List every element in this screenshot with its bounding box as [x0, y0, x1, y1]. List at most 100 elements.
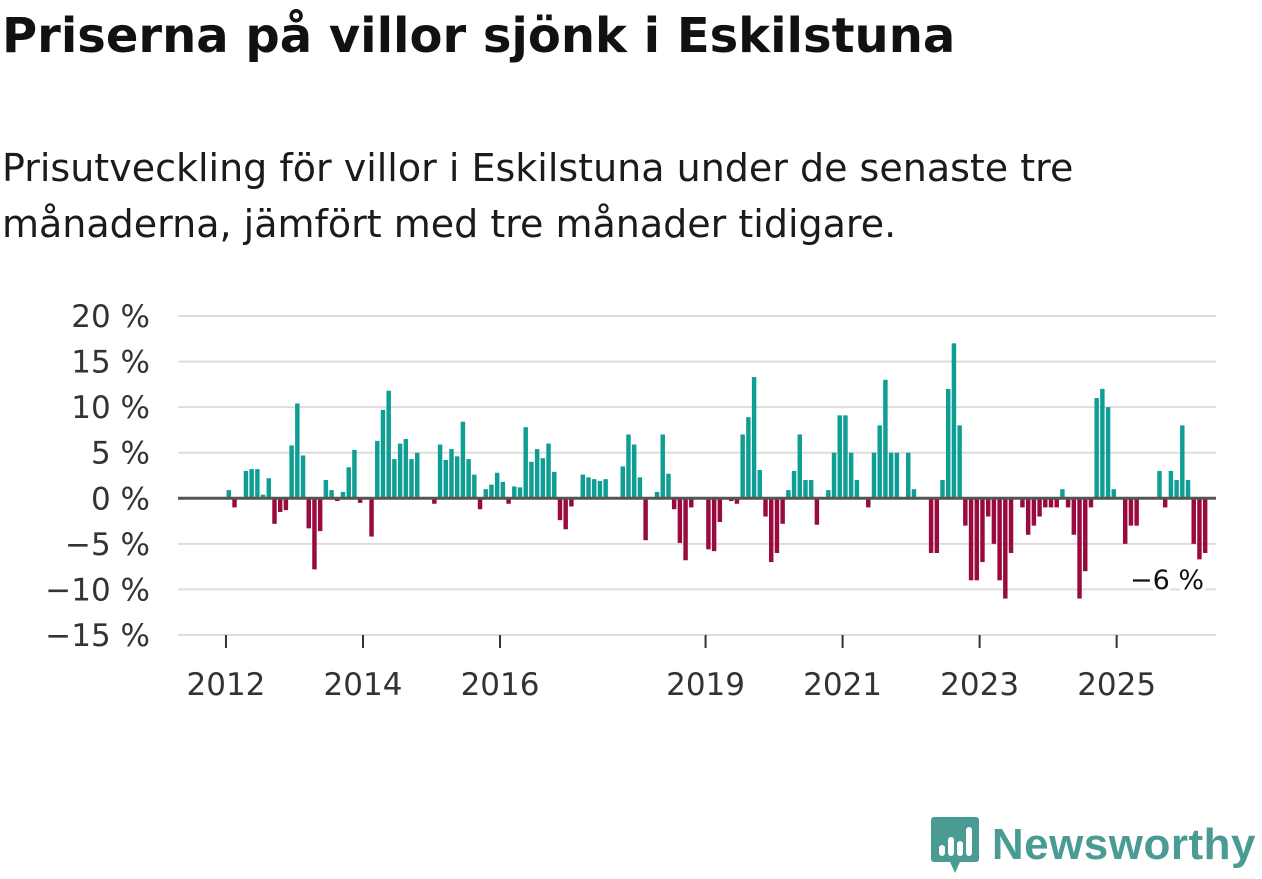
bar: [769, 498, 774, 563]
bar: [1191, 498, 1196, 544]
bar: [1174, 480, 1179, 499]
bar: [945, 388, 951, 499]
bar: [295, 403, 300, 499]
bar: [1054, 498, 1059, 508]
bar: [843, 415, 848, 499]
bar: [1031, 498, 1037, 526]
bar: [1060, 489, 1065, 499]
bar: [466, 459, 471, 499]
bar: [643, 498, 648, 541]
bar: [1094, 398, 1099, 499]
bar: [392, 459, 397, 499]
bar: [1185, 480, 1191, 499]
bar: [671, 498, 677, 510]
bar: [557, 498, 563, 521]
bar: [985, 498, 991, 517]
bar: [1111, 489, 1117, 499]
bar: [1037, 498, 1042, 517]
bar: [477, 498, 483, 510]
bar: [380, 409, 386, 499]
bar: [963, 498, 968, 526]
bar: [1003, 498, 1008, 599]
bar: [255, 469, 260, 499]
bar: [763, 498, 768, 517]
bar: [260, 494, 266, 499]
bar: [1008, 498, 1014, 553]
bar: [980, 498, 985, 563]
last-value-label: −6 %: [1130, 565, 1204, 596]
bar: [837, 415, 842, 499]
y-tick-label: 0 %: [91, 481, 150, 517]
bar: [437, 444, 443, 499]
bar: [620, 466, 625, 499]
bar: [272, 498, 277, 524]
bar: [1025, 498, 1031, 535]
bar: [329, 490, 334, 499]
bar: [774, 498, 780, 553]
bar: [706, 498, 711, 550]
brand-name[interactable]: Newsworthy: [991, 820, 1256, 869]
bar: [1077, 498, 1082, 599]
bar: [317, 498, 323, 532]
bar: [232, 498, 237, 508]
bar: [454, 456, 460, 499]
x-tick-label: 2016: [461, 667, 540, 703]
bar: [740, 434, 745, 499]
bar: [540, 458, 546, 499]
bar: [746, 417, 751, 499]
bar: [1202, 498, 1208, 553]
bar: [1157, 470, 1162, 499]
bar: [597, 480, 603, 499]
newsworthy-logo-icon: [930, 817, 979, 873]
bar: [243, 470, 249, 499]
x-tick-label: 2019: [666, 667, 745, 703]
bar: [312, 498, 317, 570]
bar: [592, 479, 597, 499]
y-tick-label: −10 %: [45, 572, 150, 608]
x-tick-label: 2014: [324, 667, 403, 703]
bar: [1180, 425, 1185, 499]
bar: [1105, 407, 1111, 499]
bar: [546, 443, 551, 499]
bar: [968, 498, 974, 581]
bar: [517, 487, 523, 499]
bar: [1071, 498, 1077, 535]
bar: [1048, 498, 1054, 508]
last-value-halo: −6 %: [1130, 565, 1204, 596]
bar-chart: 20 % 15 % 10 % 5 % 0 % −5 % −10 % −15 % 2012 2014…: [45, 299, 1216, 703]
bar: [911, 489, 917, 499]
bar: [443, 460, 448, 499]
newsworthy-brand[interactable]: Newsworthy: [930, 815, 1256, 875]
x-tick-label: 2025: [1077, 667, 1156, 703]
bar: [506, 498, 511, 504]
bar: [928, 498, 934, 553]
bar: [866, 498, 871, 508]
bar: [226, 490, 232, 499]
chart-subtitle: Prisutveckling för villor i Eskilstuna u…: [2, 146, 1074, 246]
y-tick-label: 15 %: [71, 345, 150, 381]
grid-layer: [178, 315, 1216, 636]
bar: [523, 427, 528, 499]
bar-layer: [226, 343, 1208, 599]
bar: [569, 498, 574, 507]
bar: [1168, 470, 1174, 499]
bar: [1065, 498, 1071, 508]
bar: [803, 480, 808, 499]
bar: [563, 498, 568, 530]
bar: [854, 480, 860, 499]
bar: [1083, 498, 1088, 572]
bar: [300, 455, 306, 499]
bar: [357, 498, 363, 503]
bar: [780, 498, 785, 524]
bar: [266, 478, 272, 499]
bar: [717, 498, 723, 522]
bar: [1134, 498, 1139, 526]
bar: [871, 452, 877, 499]
bar: [751, 377, 757, 499]
bar: [1020, 498, 1025, 508]
bar: [403, 439, 409, 499]
bar: [689, 498, 694, 508]
y-tick-label: 10 %: [71, 390, 150, 426]
bar: [494, 472, 500, 499]
bar: [677, 498, 683, 543]
